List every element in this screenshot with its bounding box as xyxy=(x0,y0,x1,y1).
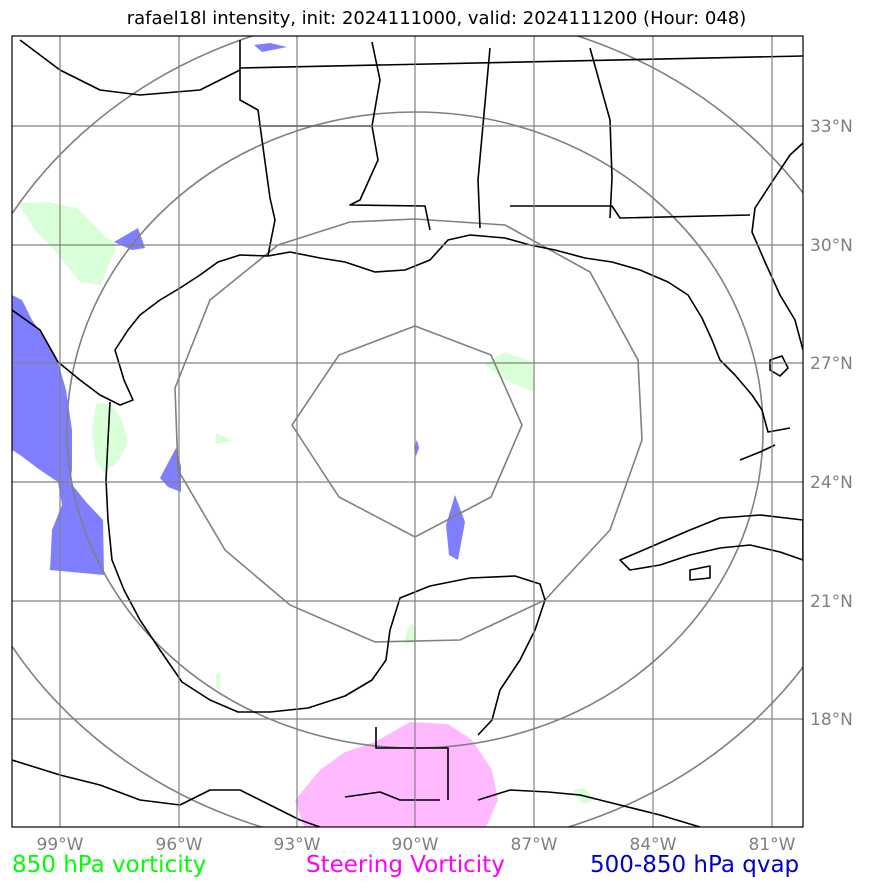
coastline-mexico xyxy=(105,401,546,736)
map-title: rafael18l intensity, init: 2024111000, v… xyxy=(126,8,747,29)
vort850-area-east xyxy=(484,352,534,392)
island-andros xyxy=(769,355,789,377)
state-border-ga-fl xyxy=(510,205,751,219)
florida-keys xyxy=(739,444,776,461)
state-border-oklahoma xyxy=(239,40,271,199)
state-border-mississippi xyxy=(371,41,381,127)
lat-tick-label: 18°N xyxy=(810,710,853,730)
map-background xyxy=(12,36,803,827)
island-jamaica xyxy=(689,565,711,581)
qvap-area-center xyxy=(446,495,465,560)
border-mexico-guatemala xyxy=(375,727,449,800)
range-ring-2 xyxy=(174,218,643,643)
state-border-tennessee xyxy=(239,55,803,69)
coastline-honduras xyxy=(477,789,701,827)
lat-tick-labels: 18°N 21°N 24°N 27°N 30°N 33°N xyxy=(810,117,853,730)
lon-tick-label: 96°W xyxy=(156,835,203,855)
legend-steering-vorticity: Steering Vorticity xyxy=(306,852,505,878)
land-borders xyxy=(12,39,803,827)
lon-tick-label: 87°W xyxy=(511,835,558,855)
lon-tick-label: 93°W xyxy=(274,835,321,855)
qvap-area-north xyxy=(254,43,287,52)
lat-tick-label: 21°N xyxy=(810,592,853,612)
vort850-area-small-2 xyxy=(404,622,417,645)
lon-tick-label: 81°W xyxy=(749,835,796,855)
vort850-area-small-3 xyxy=(216,672,220,690)
state-border-al-ga xyxy=(589,47,613,219)
coastline-florida-east xyxy=(751,142,803,351)
state-border-texas-louisiana xyxy=(267,197,276,257)
lat-tick-label: 33°N xyxy=(810,117,853,137)
lon-tick-label: 90°W xyxy=(392,835,439,855)
legend-850-vorticity: 850 hPa vorticity xyxy=(12,852,207,878)
map-frame xyxy=(11,35,804,828)
lat-tick-label: 27°N xyxy=(810,354,853,374)
graticule xyxy=(12,36,803,827)
qvap-area-west xyxy=(12,295,104,575)
lat-tick-label: 24°N xyxy=(810,473,853,493)
border-guatemala-south xyxy=(344,791,440,801)
vort850-area-coast xyxy=(92,402,128,472)
cuba-outline xyxy=(619,514,803,571)
coastline-central-america xyxy=(12,759,321,827)
vort850-area-west xyxy=(18,202,117,285)
lon-tick-labels: 99°W 96°W 93°W 90°W 87°W 84°W 81°W xyxy=(37,835,796,855)
lon-tick-label: 99°W xyxy=(37,835,84,855)
state-border-ms-al xyxy=(477,47,491,229)
border-texas-mexico xyxy=(19,39,241,96)
vort850-area-small-1 xyxy=(216,433,232,444)
legend-qvap: 500-850 hPa qvap xyxy=(590,852,800,878)
lat-tick-label: 30°N xyxy=(810,236,853,256)
qvap-area-mid xyxy=(160,448,181,492)
lon-tick-label: 84°W xyxy=(630,835,677,855)
coastline-gulf xyxy=(12,234,791,433)
